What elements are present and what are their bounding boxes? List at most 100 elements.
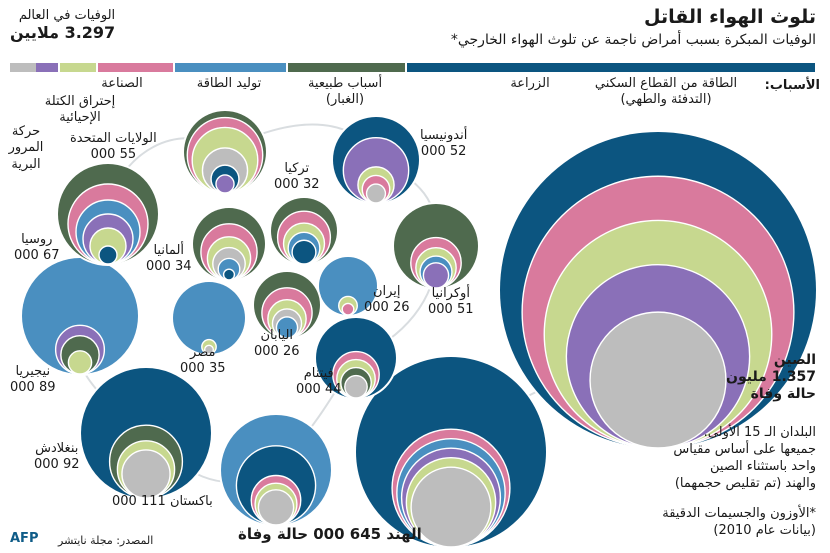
label-bangladesh: بنغلادش 92 000 <box>34 441 80 474</box>
label-china-value: 1.357 مليون <box>726 368 816 385</box>
label-japan: اليابان 26 000 <box>254 328 300 361</box>
circle-bangladesh <box>79 366 213 500</box>
label-ukraine-value: 51 000 <box>428 302 474 318</box>
legend-label-residential: الطاقة من القطاع السكني (التدفئة والطهي) <box>594 76 738 108</box>
circle-nigeria-natural <box>22 258 138 374</box>
label-vietnam: فيتنام 44 000 <box>296 366 342 399</box>
label-germany-name: ألمانيا <box>153 243 185 258</box>
legend-label-industry: الصناعة <box>101 76 143 91</box>
page-subtitle: الوفيات المبكرة بسبب أمراض ناجمة عن تلوث… <box>450 32 816 48</box>
circle-russia <box>56 162 160 266</box>
label-egypt: مصر 35 000 <box>180 345 226 378</box>
label-india: الهند 645 000 حالة وفاة <box>238 525 422 543</box>
circle-egypt-traffic <box>203 344 215 355</box>
label-turkey-value: 32 000 <box>274 177 320 193</box>
label-russia: روسيا 67 000 <box>14 232 60 265</box>
label-japan-value: 26 000 <box>254 344 300 360</box>
legend-bar-traffic <box>10 63 36 72</box>
afp-logo: AFP <box>10 531 39 546</box>
circle-russia-residential <box>98 245 118 265</box>
label-egypt-value: 35 000 <box>180 361 226 377</box>
world-total: الوفيات في العالم 3.297 ملايين <box>10 8 115 42</box>
label-bangladesh-value: 92 000 <box>34 457 80 473</box>
source-credit: المصدر: مجلة نايتشر <box>58 534 154 547</box>
legend-label-traffic: حركة المرور البرية <box>8 124 44 172</box>
circle-china-traffic <box>589 311 727 449</box>
label-indonesia-name: أندونيسيا <box>420 128 468 143</box>
circle-iran-natural <box>319 257 377 315</box>
circle-indonesia-traffic <box>365 183 387 204</box>
circle-iran <box>317 255 379 317</box>
label-indonesia: أندونيسيا 52 000 <box>420 128 467 161</box>
label-germany-value: 34 000 <box>146 259 192 275</box>
circle-china <box>498 130 818 450</box>
label-pakistan-value: 111 000 <box>112 494 166 509</box>
label-usa-value: 55 000 <box>90 147 137 163</box>
label-vietnam-name: فيتنام <box>303 366 334 381</box>
label-indonesia-value: 52 000 <box>420 144 467 160</box>
world-total-value: 3.297 ملايين <box>10 23 116 42</box>
legend-bar-agriculture <box>288 63 405 72</box>
circle-turkey-residential <box>291 239 317 265</box>
circle-turkey <box>269 196 339 266</box>
circle-indonesia <box>331 115 421 205</box>
circle-pakistan-traffic <box>257 489 295 526</box>
label-nigeria-value: 89 000 <box>10 380 56 396</box>
circle-vietnam-traffic <box>344 374 368 399</box>
label-iran-value: 26 000 <box>364 300 410 316</box>
circle-ukraine <box>392 202 480 290</box>
label-iran: إيران 26 000 <box>364 284 410 317</box>
circle-germany <box>191 206 267 282</box>
circle-egypt <box>171 280 247 356</box>
circle-usa-biomass <box>215 174 235 194</box>
footnote: *الأوزون والجسيمات الدقيقة (بيانات عام 2… <box>662 506 816 538</box>
label-turkey-name: تركيا <box>284 161 310 176</box>
label-pakistan-name: باكستان <box>169 494 213 509</box>
circle-japan-natural <box>275 316 299 339</box>
label-egypt-name: مصر <box>190 345 216 360</box>
legend-bar-power <box>98 63 173 72</box>
label-usa: الولايات المتحدة 55 000 <box>70 131 157 164</box>
label-china-name: الصين <box>773 352 816 368</box>
label-russia-value: 67 000 <box>14 248 60 264</box>
causes-prefix: الأسباب: <box>764 78 820 93</box>
label-bangladesh-name: بنغلادش <box>35 441 79 456</box>
label-turkey: تركيا 32 000 <box>274 161 320 194</box>
label-nigeria: نيجيريا 89 000 <box>10 364 56 397</box>
label-usa-name: الولايات المتحدة <box>70 131 157 146</box>
label-japan-name: اليابان <box>260 328 294 343</box>
country-circles <box>20 109 818 549</box>
label-nigeria-name: نيجيريا <box>15 364 51 379</box>
legend-bar-industry <box>60 63 96 72</box>
title-block: تلوث الهواء القاتل الوفيات المبكرة بسبب … <box>451 6 816 48</box>
circle-india-traffic <box>410 466 492 548</box>
legend-label-power: توليد الطاقة <box>196 76 262 91</box>
circle-germany-residential <box>222 268 236 281</box>
legend-bar-biomass <box>36 63 58 72</box>
circle-bangladesh-traffic <box>121 449 171 499</box>
legend-label-natural: أسباب طبيعية (الغبار) <box>307 76 383 108</box>
label-germany: ألمانيا 34 000 <box>146 243 192 276</box>
label-pakistan: باكستان 111 000 <box>112 494 213 510</box>
legend-label-agriculture: الزراعة <box>510 76 550 91</box>
label-ukraine-name: أوكرانيا <box>431 286 470 301</box>
circle-usa <box>182 109 268 195</box>
label-china: الصين 1.357 مليون حالة وفاة <box>726 352 816 402</box>
label-vietnam-value: 44 000 <box>296 382 342 398</box>
world-total-label: الوفيات في العالم <box>18 8 116 23</box>
scale-note: البلدان الـ 15 الأولى. جميعها على أساس م… <box>673 425 816 491</box>
circle-japan <box>252 270 322 340</box>
circle-pakistan <box>219 413 333 527</box>
circle-iran-power <box>341 302 355 316</box>
circle-india <box>354 355 548 549</box>
legend-bar-residential <box>407 63 815 72</box>
label-russia-name: روسيا <box>21 232 53 247</box>
label-china-unit: حالة وفاة <box>750 385 816 402</box>
circle-egypt-natural <box>173 282 245 354</box>
legend-label-biomass: إحتراق الكتلة الإحيائية <box>44 94 116 126</box>
circle-nigeria-industry <box>67 350 93 375</box>
page-title: تلوث الهواء القاتل <box>643 6 816 28</box>
circle-vietnam <box>314 316 398 400</box>
